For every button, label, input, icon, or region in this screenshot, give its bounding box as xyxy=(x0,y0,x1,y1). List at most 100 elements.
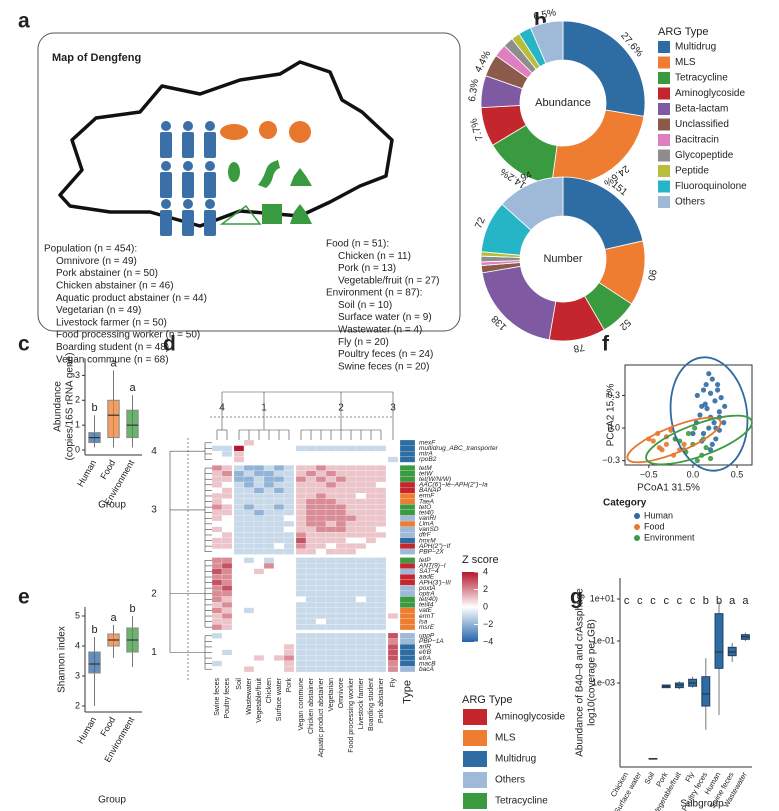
heatmap-cell xyxy=(345,470,357,477)
heatmap-cell xyxy=(365,481,377,488)
heatmap-cell xyxy=(325,607,337,614)
row-label: AAC(6')−Ie−APH(2'')−Ia xyxy=(418,482,488,489)
heatmap-cell xyxy=(295,537,307,544)
environment-text: Fly (n = 20) xyxy=(338,337,389,348)
heatmap-cell xyxy=(387,579,399,586)
heatmap-cell xyxy=(335,465,347,471)
heatmap-cell xyxy=(221,649,233,656)
row-label: BANAP xyxy=(419,487,442,494)
heatmap-cell xyxy=(243,607,255,614)
heatmap-cell xyxy=(335,632,347,639)
heatmap-cell xyxy=(243,579,255,586)
heatmap-cell xyxy=(325,451,337,457)
heatmap-cell xyxy=(221,439,233,446)
heatmap-cell xyxy=(243,638,255,645)
type-cell xyxy=(399,543,416,550)
type-cell xyxy=(399,493,416,499)
heatmap-cell xyxy=(211,585,223,592)
type-cell xyxy=(399,532,416,538)
heatmap-cell xyxy=(211,649,223,656)
heatmap-cell xyxy=(233,585,245,592)
panel-letter: c xyxy=(18,333,30,356)
heatmap-cell xyxy=(221,520,233,527)
heatmap-cell xyxy=(335,655,347,661)
heatmap-cell xyxy=(365,532,377,538)
heatmap-cell xyxy=(345,520,357,527)
heatmap-cell xyxy=(325,520,337,527)
heatmap-cell xyxy=(233,613,245,619)
heatmap-cell xyxy=(273,638,285,645)
significance-letter: b xyxy=(129,603,135,615)
heatmap-cell xyxy=(335,666,347,673)
row-label: rpoB2 xyxy=(419,456,437,463)
heatmap-cell xyxy=(305,666,317,673)
heatmap-cell xyxy=(243,590,255,597)
heatmap-cell xyxy=(365,568,377,575)
population-text: Aquatic product abstainer (n = 44) xyxy=(56,293,207,304)
heatmap-cell xyxy=(365,557,377,564)
type-cell xyxy=(399,526,416,533)
heatmap-cell xyxy=(335,568,347,575)
heatmap-cell xyxy=(345,537,357,544)
heatmap-cell xyxy=(243,445,255,452)
heatmap-cell xyxy=(211,456,223,463)
heatmap-cell xyxy=(365,504,377,511)
row-label: efrA xyxy=(419,655,431,662)
heatmap-cell xyxy=(365,613,377,619)
heatmap-cell xyxy=(355,618,367,625)
y-axis-label: log10(coverage per GB) xyxy=(587,619,598,726)
heatmap-cell xyxy=(315,487,327,494)
heatmap-cell xyxy=(305,481,317,488)
heatmap-cell xyxy=(253,655,265,661)
heatmap-cell xyxy=(375,465,387,471)
heatmap-cell xyxy=(365,655,377,661)
heatmap-cell xyxy=(211,562,223,569)
heatmap-cell xyxy=(315,504,327,511)
x-tick-label: 0.0 xyxy=(687,469,700,479)
heatmap-cell xyxy=(305,456,317,463)
heatmap-cell xyxy=(295,543,307,550)
heatmap-cell xyxy=(283,520,295,527)
heatmap-cell xyxy=(387,618,399,625)
y-tick-label: 5 xyxy=(75,610,80,620)
heatmap-cell xyxy=(263,451,275,457)
scatter-point xyxy=(706,371,712,377)
population-text: Pork abstainer (n = 50) xyxy=(56,268,158,279)
heatmap-cell xyxy=(355,548,367,555)
heatmap-cell xyxy=(387,504,399,511)
heatmap-cell xyxy=(325,613,337,619)
heatmap-cell xyxy=(365,579,377,586)
type-cell xyxy=(399,666,416,673)
heatmap-cell xyxy=(221,557,233,564)
heatmap-cell xyxy=(365,660,377,667)
row-label: lsa xyxy=(419,618,428,625)
heatmap-cell xyxy=(211,624,223,631)
heatmap-cell xyxy=(375,548,387,555)
heatmap-cell xyxy=(295,655,307,661)
heatmap-cell xyxy=(387,574,399,580)
heatmap-cell xyxy=(345,548,357,555)
heatmap-cell xyxy=(355,465,367,471)
heatmap-cell xyxy=(295,465,307,471)
heatmap-cell xyxy=(335,509,347,516)
heatmap-cell xyxy=(365,574,377,580)
heatmap-cell xyxy=(365,493,377,499)
scatter-point xyxy=(715,387,721,393)
pie-center-label: Abundance xyxy=(535,97,591,109)
heatmap-cell xyxy=(211,632,223,639)
heatmap-cell xyxy=(375,520,387,527)
people-icons xyxy=(160,121,216,236)
scatter-point xyxy=(718,395,724,401)
heatmap-cell xyxy=(345,644,357,650)
column-label: Vegetable/fruit xyxy=(256,678,263,723)
heatmap-cell xyxy=(263,548,275,555)
heatmap-cell xyxy=(233,498,245,505)
scatter-point xyxy=(706,425,712,431)
heatmap-cell xyxy=(233,532,245,538)
heatmap-cell xyxy=(345,585,357,592)
heatmap-cell xyxy=(221,613,233,619)
pie-slice xyxy=(562,20,646,117)
heatmap-cell xyxy=(387,493,399,499)
heatmap-cell xyxy=(387,548,399,555)
heatmap-cell xyxy=(325,543,337,550)
